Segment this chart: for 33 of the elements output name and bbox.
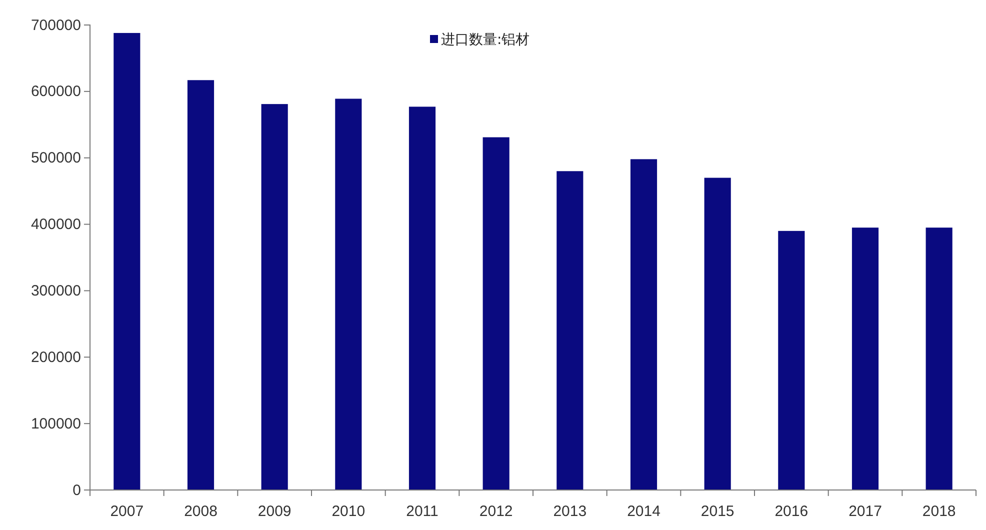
bar	[852, 228, 879, 490]
bar	[926, 228, 952, 490]
legend-label: 进口数量:铝材	[441, 32, 530, 48]
y-tick-label: 700000	[30, 16, 81, 34]
y-tick-label: 500000	[30, 150, 81, 167]
bar	[482, 137, 510, 490]
x-tick-label: 2012	[479, 503, 513, 520]
y-tick-label: 400000	[30, 216, 81, 234]
x-tick-label: 2007	[110, 503, 144, 520]
bar	[114, 32, 140, 490]
x-tick-label: 2011	[406, 503, 438, 520]
bar	[778, 230, 805, 490]
x-tick-label: 2018	[922, 503, 956, 520]
x-tick-label: 2014	[627, 503, 660, 520]
x-tick-label: 2008	[184, 503, 218, 520]
y-tick-label: 200000	[30, 348, 81, 366]
bar	[335, 98, 362, 490]
bar	[630, 159, 658, 490]
x-tick-label: 2016	[774, 503, 808, 520]
x-tick-label: 2013	[553, 503, 587, 520]
bar	[556, 171, 584, 490]
y-tick-label: 0	[72, 482, 81, 499]
x-tick-label: 2015	[700, 503, 734, 520]
y-tick-label: 100000	[30, 415, 81, 432]
bar	[704, 178, 731, 490]
x-tick-label: 2009	[258, 503, 292, 520]
bar	[408, 106, 436, 490]
x-tick-label: 2017	[848, 503, 882, 520]
bar	[261, 104, 288, 490]
y-tick-label: 600000	[30, 83, 81, 100]
x-tick-label: 2010	[332, 503, 366, 520]
bar	[187, 80, 214, 490]
y-tick-label: 300000	[30, 282, 81, 300]
